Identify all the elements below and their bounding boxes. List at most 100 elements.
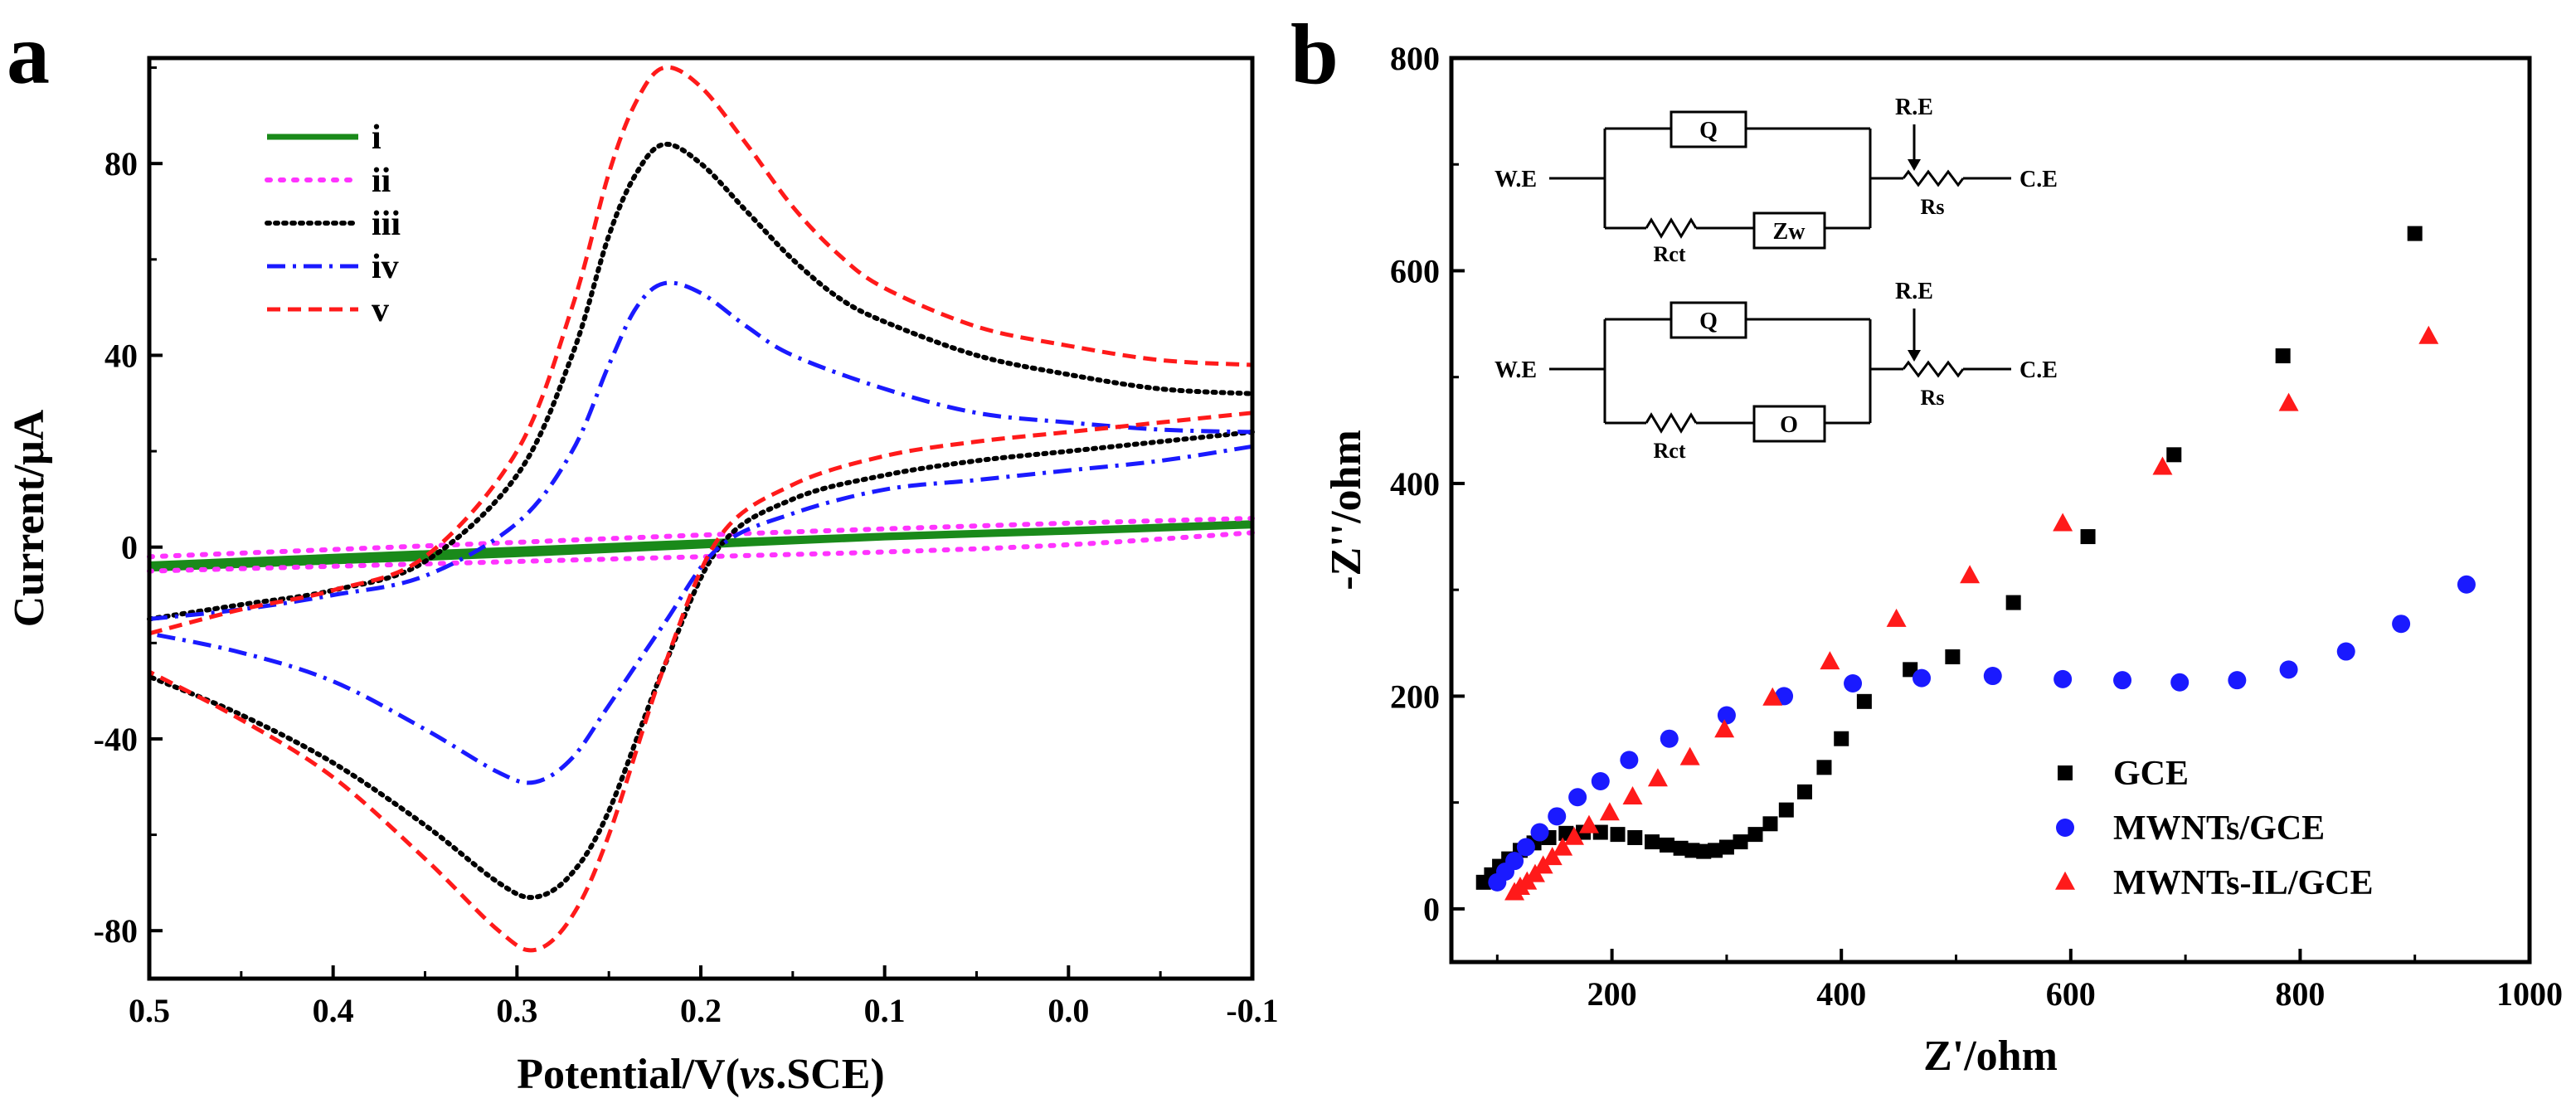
data-point-circle: [2228, 671, 2247, 690]
x-tick-label-b: 400: [1816, 975, 1866, 1013]
y-tick-label-b: 0: [1423, 891, 1440, 928]
circuit-2-we-label: W.E: [1495, 357, 1537, 383]
x-tick-label-b: 1000: [2496, 975, 2563, 1013]
x-tick-label-a: 0.5: [129, 992, 170, 1029]
plot-frame-b: [1449, 56, 2532, 965]
circuit-2-rct-resistor: [1645, 412, 1698, 434]
data-point-circle: [2336, 642, 2355, 661]
circuit-1-zw-label: Zw: [1773, 219, 1806, 245]
data-point-triangle: [1679, 746, 1700, 765]
data-point-triangle: [1542, 847, 1563, 866]
data-point-triangle: [2418, 325, 2439, 344]
data-point-square: [2080, 529, 2096, 545]
data-point-circle: [1591, 772, 1610, 790]
data-point-square: [1796, 784, 1812, 799]
data-point-circle: [1530, 823, 1549, 842]
x-tick-label-a: 0.3: [496, 992, 537, 1029]
data-point-triangle: [2278, 392, 2299, 411]
x-tick-label-a: 0.0: [1047, 992, 1089, 1029]
data-point-square: [1718, 839, 1734, 855]
data-point-square: [1733, 834, 1748, 850]
circuit-1-rs-label: Rs: [1921, 195, 1945, 219]
cv-curve-ii-reverse: [147, 530, 1255, 574]
legend-label-iv: iv: [372, 248, 399, 286]
y-axis-label-b: -Z''/ohm: [1323, 430, 1370, 590]
data-point-circle: [2392, 615, 2411, 634]
data-point-square: [1610, 827, 1626, 843]
data-point-square: [1696, 843, 1712, 859]
data-point-circle: [1844, 674, 1863, 693]
data-point-square: [1673, 840, 1689, 856]
circuit-2: W.E Q Rct O C.E R.E: [1495, 279, 2058, 463]
data-point-triangle: [1553, 837, 1573, 856]
y-tick-label-a: 0: [121, 529, 138, 566]
data-point-circle: [1620, 751, 1639, 770]
data-point-square: [2407, 226, 2423, 241]
axis-ticks-b: 200 400 600 800 1000 0 200 400 600 800: [1390, 40, 2563, 1013]
data-point-square: [1708, 843, 1723, 858]
data-point-square: [1660, 837, 1674, 853]
y-tick-label-b: 800: [1390, 40, 1440, 77]
data-point-triangle: [1599, 802, 1620, 821]
data-point-square: [1945, 649, 1961, 664]
data-point-circle: [1717, 706, 1736, 725]
data-point-triangle: [1647, 768, 1668, 787]
data-point-square: [1645, 834, 1660, 850]
x-tick-label-b: 600: [2046, 975, 2096, 1013]
y-tick-label-a: 40: [104, 337, 138, 374]
data-point-square: [1834, 731, 1849, 746]
x-tick-label-a: 0.1: [864, 992, 906, 1029]
x-axis-label-a: Potential/V(vs.SCE): [517, 1051, 884, 1098]
data-point-square: [1627, 829, 1643, 845]
data-point-triangle: [1762, 687, 1783, 706]
data-point-square: [2166, 447, 2182, 463]
circuit-1-rct-label: Rct: [1654, 242, 1686, 266]
data-point-circle: [1548, 807, 1567, 826]
x-tick-label-b: 200: [1587, 975, 1637, 1013]
nyquist-markers: [1475, 226, 2476, 901]
y-tick-label-b: 400: [1390, 465, 1440, 503]
legend-label-i: i: [372, 119, 382, 157]
x-axis-label-b: Z'/ohm: [1923, 1033, 2058, 1080]
y-tick-label-a: -40: [94, 721, 138, 758]
circuit-1-q-label: Q: [1699, 118, 1718, 143]
y-tick-label-a: 80: [104, 145, 138, 182]
x-tick-label-b: 800: [2275, 975, 2325, 1013]
data-point-circle: [2170, 673, 2190, 692]
circuit-2-re-label: R.E: [1895, 279, 1933, 304]
legend-marker-circle: [2056, 819, 2074, 837]
cv-curve-iv-reverse: [148, 444, 1253, 785]
data-point-circle: [1516, 838, 1535, 857]
data-point-triangle: [1886, 608, 1907, 627]
data-point-circle: [1568, 788, 1587, 807]
data-point-square: [1592, 824, 1608, 840]
data-point-square: [2275, 348, 2291, 364]
cv-curve-iv-forward: [148, 280, 1253, 621]
data-point-square: [1747, 827, 1763, 843]
circuit-1-ce-label: C.E: [2019, 167, 2058, 192]
data-point-triangle: [1622, 786, 1643, 805]
y-tick-label-b: 600: [1390, 252, 1440, 289]
legend-label-v: v: [372, 291, 389, 329]
legend-b: GCE MWNTs/GCE MWNTs-IL/GCE: [2055, 755, 2374, 902]
cv-curve-iii-forward: [147, 141, 1255, 622]
panel-label-a: a: [7, 7, 50, 102]
data-point-square: [1778, 802, 1794, 818]
cv-curve-v-forward: [148, 65, 1253, 636]
data-point-circle: [1505, 852, 1524, 871]
data-point-circle: [1983, 667, 2002, 686]
data-point-circle: [1913, 668, 1932, 688]
data-point-circle: [2054, 669, 2073, 688]
x-tick-label-a: -0.1: [1226, 992, 1278, 1029]
legend-label-ii: ii: [372, 162, 391, 200]
data-point-triangle: [1960, 565, 1981, 584]
circuit-2-q-label: Q: [1699, 309, 1718, 334]
cv-curve-v-reverse: [148, 411, 1253, 953]
legend-label-iii: iii: [372, 205, 401, 243]
data-point-square: [1684, 843, 1700, 858]
circuit-1-re-arrowhead: [1908, 159, 1921, 171]
circuit-1: W.E Q Rct Zw C.E R.E: [1495, 95, 2058, 266]
y-tick-label-a: -80: [94, 912, 138, 950]
